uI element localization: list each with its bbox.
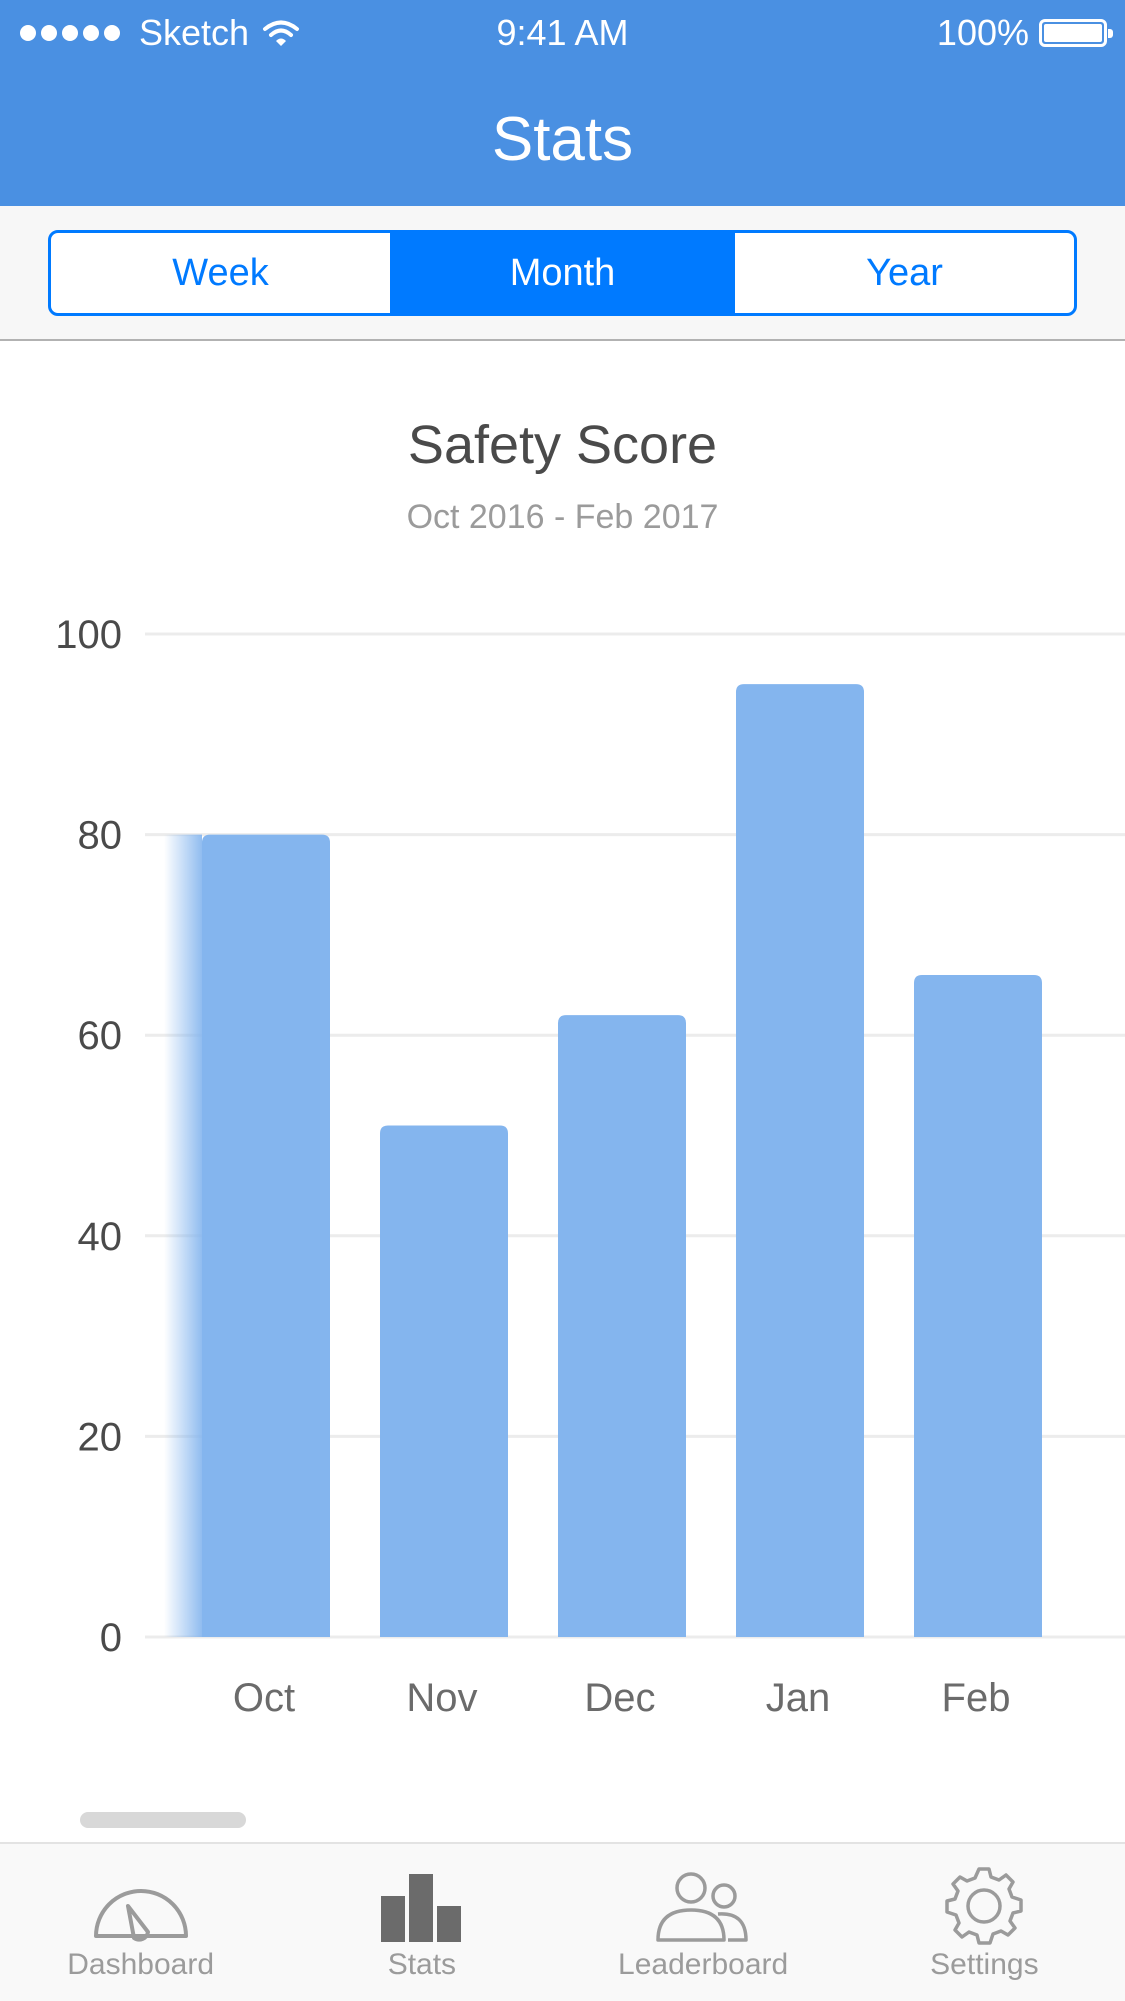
wifi-icon [263, 20, 300, 46]
signal-strength-icon [20, 25, 125, 41]
x-tick-label: Jan [766, 1676, 831, 1720]
period-segmented-control: Week Month Year [48, 230, 1077, 316]
page-title: Stats [491, 105, 634, 174]
status-left: Sketch [20, 12, 301, 54]
segment-bar: Week Month Year [0, 206, 1125, 341]
x-tick-label: Oct [233, 1676, 295, 1720]
gauge-icon [93, 1889, 188, 1942]
tab-label-dashboard: Dashboard [67, 1948, 214, 1981]
y-tick-label: 80 [78, 814, 123, 858]
x-tick-label: Nov [406, 1676, 477, 1720]
x-tick-label: Feb [942, 1676, 1011, 1720]
bar-oct[interactable] [202, 834, 330, 1637]
horizontal-scroll-indicator[interactable] [80, 1812, 246, 1828]
tab-label-settings: Settings [930, 1948, 1039, 1981]
users-icon [656, 1872, 748, 1942]
safety-score-bar-chart: 0 20 40 60 80 100 Oct Nov Dec Jan Feb [55, 613, 1125, 1720]
segment-month[interactable]: Month [393, 233, 735, 313]
bar-nov[interactable] [380, 1125, 508, 1637]
chart-title: Safety Score [407, 415, 718, 475]
nav-header: Sketch 9:41 AM 100% Stats [0, 0, 1125, 206]
tab-settings[interactable]: Settings [844, 1844, 1125, 2001]
tab-dashboard[interactable]: Dashboard [0, 1844, 281, 2001]
y-tick-label: 40 [78, 1215, 123, 1259]
status-bar: Sketch 9:41 AM 100% [0, 0, 1125, 66]
bar-chart-icon [380, 1874, 461, 1942]
tab-label-leaderboard: Leaderboard [618, 1948, 789, 1981]
bar-feb[interactable] [914, 975, 1042, 1637]
bar-jan[interactable] [736, 684, 864, 1637]
tab-bar: Dashboard Stats Leaderboard Settings [0, 1842, 1125, 2001]
tab-leaderboard[interactable]: Leaderboard [563, 1844, 844, 2001]
y-tick-label: 20 [78, 1415, 123, 1459]
chart-subtitle: Oct 2016 - Feb 2017 [406, 498, 719, 536]
bar-dec[interactable] [558, 1015, 686, 1637]
y-tick-label: 100 [55, 613, 122, 657]
x-tick-label: Dec [584, 1676, 655, 1720]
segment-week[interactable]: Week [51, 233, 393, 313]
y-tick-label: 0 [100, 1616, 122, 1660]
segment-year[interactable]: Year [866, 251, 943, 294]
battery-percentage: 100% [936, 12, 1029, 53]
status-time: 9:41 AM [496, 12, 629, 53]
gear-icon [945, 1867, 1024, 1945]
tab-stats[interactable]: Stats [281, 1844, 562, 2001]
carrier-name: Sketch [139, 12, 250, 53]
scroll-fade-edge [164, 834, 202, 1637]
battery-icon [1039, 19, 1113, 47]
status-right: 100% [936, 12, 1113, 54]
tab-label-stats: Stats [387, 1948, 457, 1981]
y-tick-label: 60 [78, 1014, 123, 1058]
